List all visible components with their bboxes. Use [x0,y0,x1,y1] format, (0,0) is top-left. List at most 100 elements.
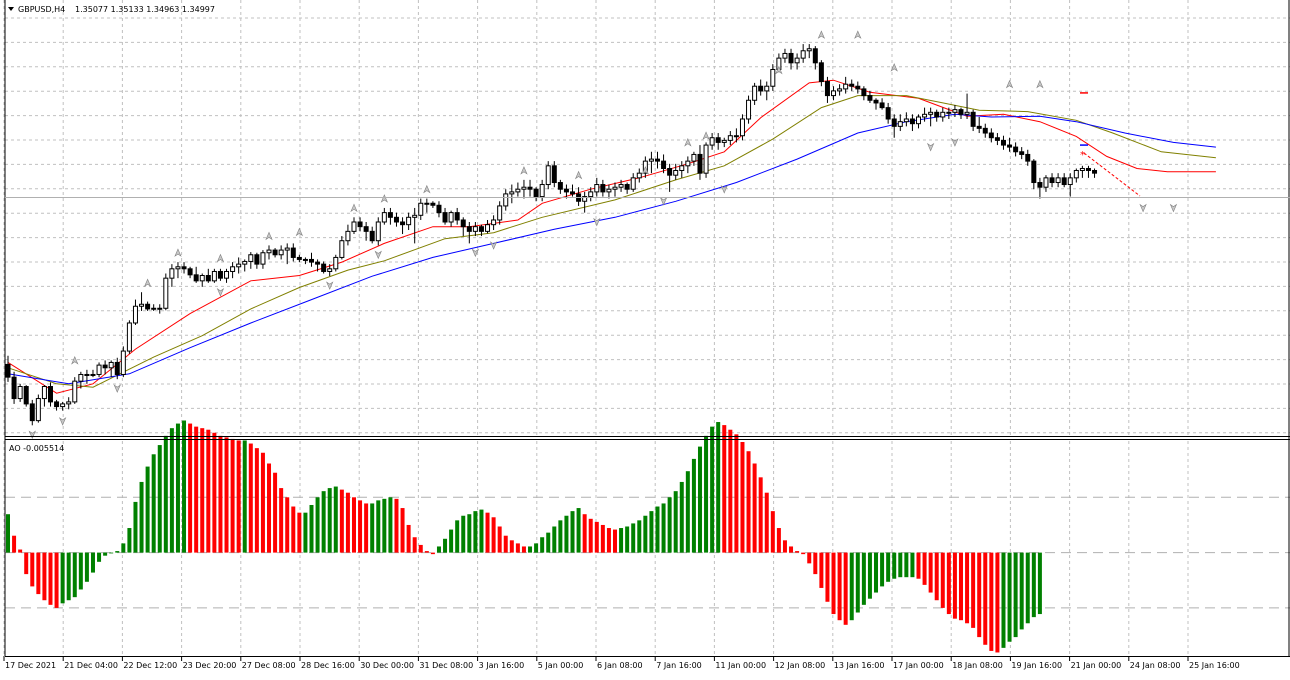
candle-body [491,219,497,226]
chart-frame [4,0,1290,657]
fractals [28,30,1178,440]
candle-body [727,135,733,141]
candle [284,243,290,265]
candle [527,179,533,197]
candle [102,360,108,375]
time-label: 13 Jan 16:00 [834,661,885,670]
price-markers: * [1080,92,1141,197]
trend-point-icon[interactable]: * [1080,150,1085,161]
ao-bar [995,552,1000,653]
candle-body [922,113,928,118]
ao-bar [461,515,466,553]
trend-line[interactable] [1083,152,1141,197]
candle [594,177,600,197]
ao-bar [728,429,733,553]
ao-bar [746,451,751,553]
ao-bar [989,552,994,651]
candle-body [151,307,157,310]
candle-body [309,258,314,263]
candle [442,207,448,225]
ao-bar [625,526,630,553]
candle [764,81,770,101]
ao-bar [861,552,866,605]
candle-body [849,83,855,87]
ao-bar [206,429,211,553]
candle-body [254,254,260,265]
ao-bar [267,463,272,553]
fractal-down-arrow-icon [58,417,67,426]
candle-body [897,121,903,127]
ao-bar [770,511,775,553]
time-label: 3 Jan 16:00 [479,661,525,670]
candle-body [1037,182,1043,188]
candle-body [509,191,515,195]
ao-bar [376,500,381,553]
fractal-up-arrow-icon [265,231,273,241]
ao-bar [576,508,581,553]
candle-body [478,226,484,232]
ao-bar [370,503,375,553]
candle-body [806,48,812,52]
candle [879,98,885,110]
ao-bar [983,552,988,645]
candle [837,84,843,96]
candle-body [278,249,284,256]
time-label: 30 Dec 00:00 [360,661,414,670]
candle [497,201,503,225]
candle [800,44,806,63]
ao-bar [898,552,903,578]
candle-body [557,182,563,190]
candle-body [72,380,78,403]
ao-bar [819,552,824,588]
candle-body [157,307,163,310]
ao-bar [194,426,199,553]
candle [709,133,715,150]
candle [272,248,278,258]
candle-body [570,191,576,195]
ao-bar [382,498,387,553]
candle [369,226,375,244]
candle-body [709,137,715,146]
candle [406,212,412,231]
candle [1031,159,1037,190]
candle-body [654,158,660,162]
candle [485,219,491,234]
candle [964,93,970,119]
candle-body [345,230,351,242]
candle-body [35,398,41,422]
ao-bar [497,526,502,553]
ao-bar [849,552,854,621]
candle [47,382,53,407]
candle [491,215,497,231]
candle-body [715,137,721,143]
candle-body [381,212,387,223]
ao-bar [315,497,320,553]
dropdown-triangle-icon[interactable] [8,7,14,11]
candle-body [339,240,345,258]
ao-bar [182,420,187,553]
candle-body [60,403,66,408]
ao-bar [789,546,794,553]
candle [940,107,946,122]
candle-body [84,373,90,376]
candle [697,145,703,180]
ao-bar [1013,552,1018,638]
candle-body [855,85,861,90]
candle [72,377,78,404]
candle [424,198,430,213]
candle [946,107,952,119]
time-label: 21 Jan 00:00 [1071,661,1122,670]
candle-body [163,277,169,309]
candle-body [788,52,794,64]
ao-bar [455,520,460,553]
candle-body [442,212,448,223]
ao-bar [740,442,745,553]
fractal-down-arrow-icon [113,384,121,393]
candle [11,371,17,404]
candle-body [1031,160,1037,184]
time-label: 28 Dec 16:00 [301,661,355,670]
candle [806,44,812,59]
ao-bar [400,508,405,553]
candle-body [691,153,697,162]
candle-body [545,165,551,186]
